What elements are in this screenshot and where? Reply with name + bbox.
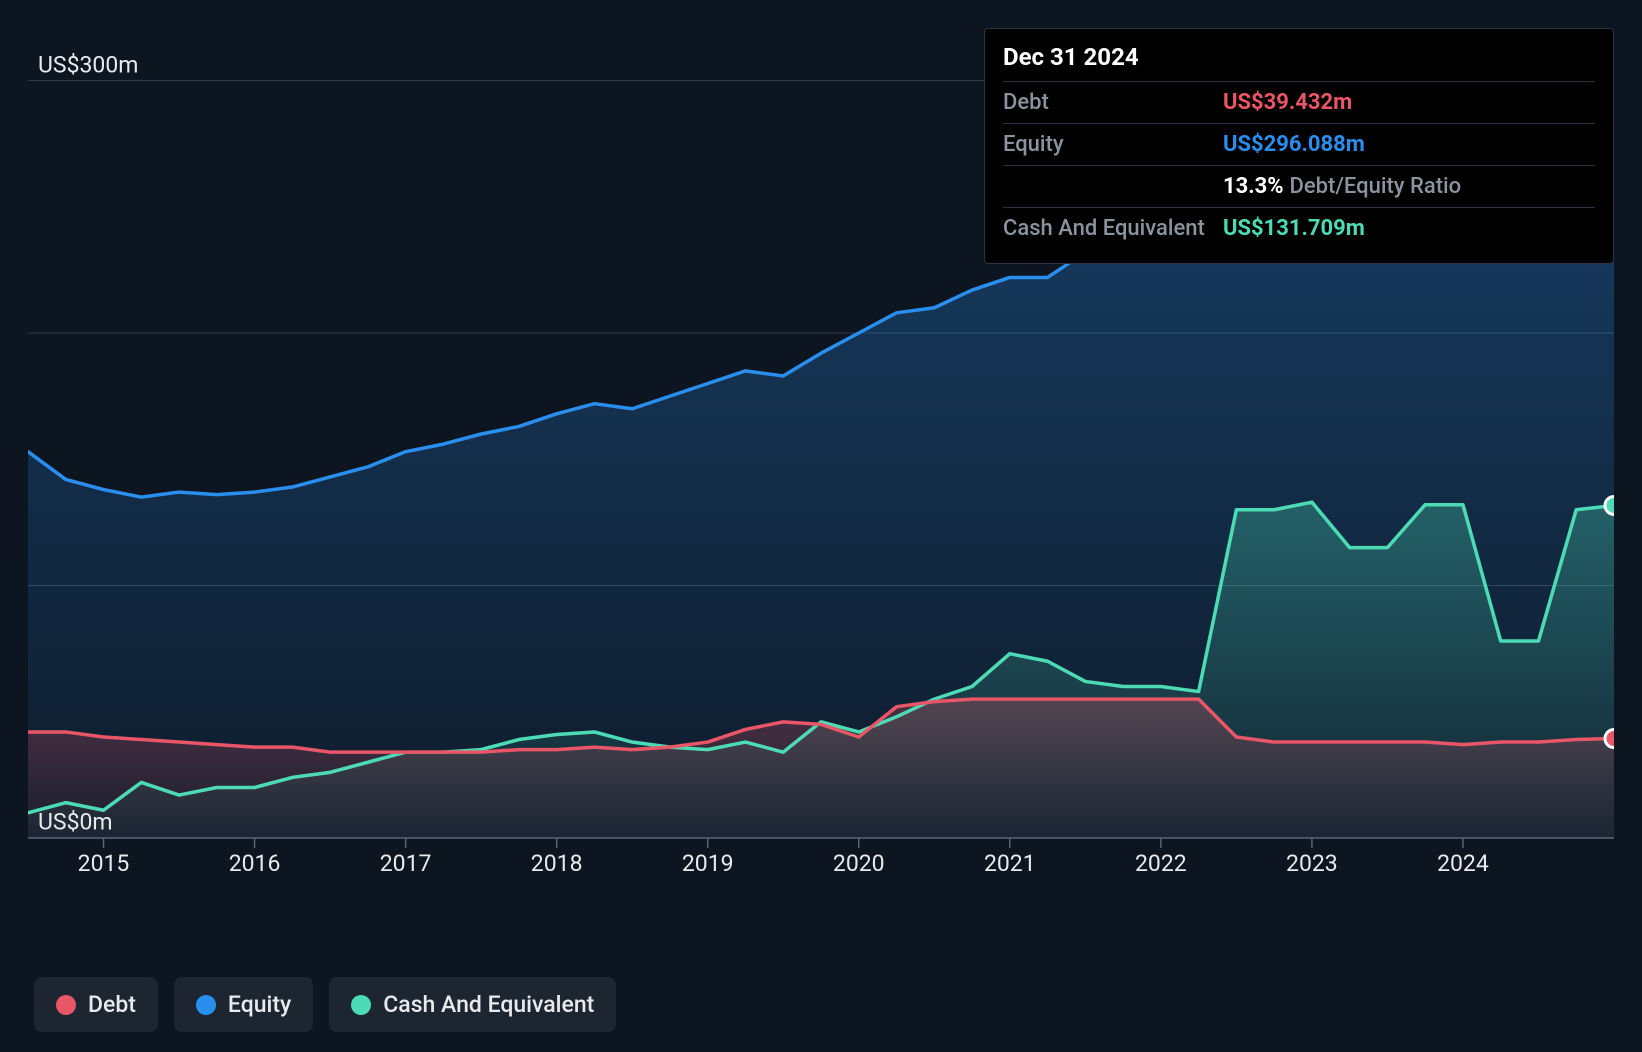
y-axis-label: US$0m bbox=[38, 809, 113, 836]
chart-tooltip: Dec 31 2024 DebtUS$39.432mEquityUS$296.0… bbox=[984, 28, 1614, 264]
x-axis-label: 2018 bbox=[531, 850, 583, 877]
x-axis-label: 2016 bbox=[229, 850, 281, 877]
tooltip-row-label: Debt bbox=[1003, 90, 1223, 115]
x-axis-label: 2023 bbox=[1286, 850, 1338, 877]
x-axis-label: 2022 bbox=[1135, 850, 1187, 877]
tooltip-row: 13.3%Debt/Equity Ratio bbox=[1003, 165, 1595, 207]
y-axis-label: US$300m bbox=[38, 51, 138, 78]
tooltip-row-value: US$131.709m bbox=[1223, 216, 1365, 241]
end-marker-debt[interactable] bbox=[1605, 730, 1614, 748]
tooltip-date: Dec 31 2024 bbox=[1003, 43, 1595, 81]
legend-dot-icon bbox=[351, 995, 371, 1015]
x-axis-label: 2017 bbox=[380, 850, 432, 877]
legend-item-equity[interactable]: Equity bbox=[174, 977, 313, 1032]
x-axis-label: 2020 bbox=[833, 850, 885, 877]
tooltip-row-label: Equity bbox=[1003, 132, 1223, 157]
legend-label: Cash And Equivalent bbox=[383, 991, 594, 1018]
debt-equity-chart: US$0m US$300m 2015 2016 2017 2018 2019 2020 2021… bbox=[0, 0, 1642, 1052]
legend-item-cash-and-equivalent[interactable]: Cash And Equivalent bbox=[329, 977, 616, 1032]
end-marker-cash-and-equivalent[interactable] bbox=[1605, 496, 1614, 514]
tooltip-row-value: 13.3% bbox=[1223, 174, 1284, 199]
tooltip-row: EquityUS$296.088m bbox=[1003, 123, 1595, 165]
x-axis-label: 2021 bbox=[984, 850, 1036, 877]
legend-dot-icon bbox=[56, 995, 76, 1015]
x-axis-label: 2019 bbox=[682, 850, 734, 877]
legend-dot-icon bbox=[196, 995, 216, 1015]
tooltip-row-label: Cash And Equivalent bbox=[1003, 216, 1223, 241]
legend-label: Debt bbox=[88, 991, 136, 1018]
tooltip-row-suffix: Debt/Equity Ratio bbox=[1290, 174, 1462, 199]
chart-legend: Debt Equity Cash And Equivalent bbox=[34, 977, 616, 1032]
tooltip-row: Cash And EquivalentUS$131.709m bbox=[1003, 207, 1595, 249]
x-axis-label: 2024 bbox=[1437, 850, 1489, 877]
legend-item-debt[interactable]: Debt bbox=[34, 977, 158, 1032]
x-axis-label: 2015 bbox=[78, 850, 130, 877]
tooltip-row: DebtUS$39.432m bbox=[1003, 81, 1595, 123]
tooltip-row-value: US$296.088m bbox=[1223, 132, 1365, 157]
tooltip-row-value: US$39.432m bbox=[1223, 90, 1352, 115]
legend-label: Equity bbox=[228, 991, 291, 1018]
